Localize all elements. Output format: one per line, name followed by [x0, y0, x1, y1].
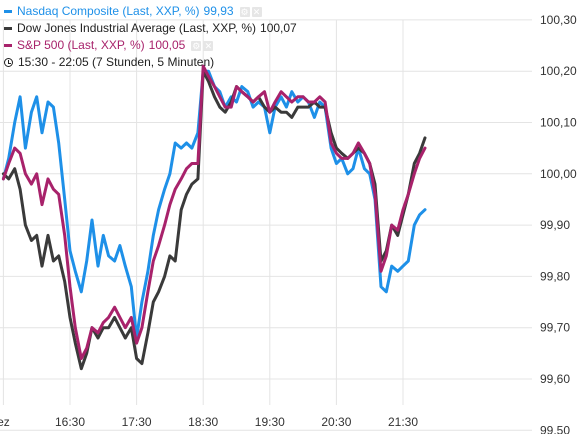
y-tick-label: 99,90: [540, 218, 570, 232]
close-icon[interactable]: ✕: [251, 6, 262, 17]
y-tick-label: 99,70: [540, 321, 570, 335]
legend-item-sp500[interactable]: S&P 500 (Last, XXP, %) 100,05 ⚙ ✕: [4, 37, 303, 54]
x-tick-label: 18:30: [188, 415, 218, 429]
y-tick-label: 100,20: [540, 64, 577, 78]
y-tick-label: 99,60: [540, 372, 570, 386]
nasdaq-swatch: [4, 10, 12, 13]
legend-nasdaq-value: 99,93: [203, 4, 234, 18]
y-tick-label: 99,80: [540, 269, 570, 283]
clock-icon: [4, 58, 13, 67]
y-tick-label: 100,00: [540, 167, 577, 181]
x-tick-label: 19:30: [255, 415, 285, 429]
y-tick-label: 99,50: [540, 423, 570, 434]
series-lines: [1, 64, 427, 371]
x-tick-label: 20:30: [321, 415, 351, 429]
x-tick-label: ez: [0, 415, 10, 429]
legend-sp500-name: S&P 500 (Last, XXP, %): [17, 38, 145, 52]
dow-swatch: [4, 27, 12, 30]
sp500-swatch: [4, 44, 12, 47]
x-tick-label: 17:30: [122, 415, 152, 429]
x-tick-label: 21:30: [388, 415, 418, 429]
legend: Nasdaq Composite (Last, XXP, %) 99,93 ⚙ …: [4, 3, 303, 71]
legend-item-dow[interactable]: Dow Jones Industrial Average (Last, XXP,…: [4, 20, 303, 37]
legend-dow-value: 100,07: [260, 21, 297, 35]
settings-icon[interactable]: ⚙: [191, 40, 202, 51]
legend-sp500-value: 100,05: [148, 38, 186, 52]
series-line-2: [1, 64, 427, 360]
legend-nasdaq-name: Nasdaq Composite (Last, XXP, %): [17, 4, 200, 18]
y-tick-label: 100,30: [540, 13, 577, 27]
legend-dow-name: Dow Jones Industrial Average (Last, XXP,…: [17, 21, 257, 35]
legend-item-nasdaq[interactable]: Nasdaq Composite (Last, XXP, %) 99,93 ⚙ …: [4, 3, 303, 20]
x-tick-label: 16:30: [55, 415, 85, 429]
time-period: 15:30 - 22:05 (7 Stunden, 5 Minuten): [4, 54, 303, 71]
grid: [0, 19, 532, 431]
close-icon[interactable]: ✕: [203, 40, 214, 51]
time-period-text: 15:30 - 22:05 (7 Stunden, 5 Minuten): [18, 55, 215, 69]
settings-icon[interactable]: ⚙: [239, 6, 250, 17]
y-tick-label: 100,10: [540, 116, 577, 130]
axis-labels: 99,50 99,60 99,70 99,80 99,90 100,00 100,10 100…: [0, 13, 577, 437]
